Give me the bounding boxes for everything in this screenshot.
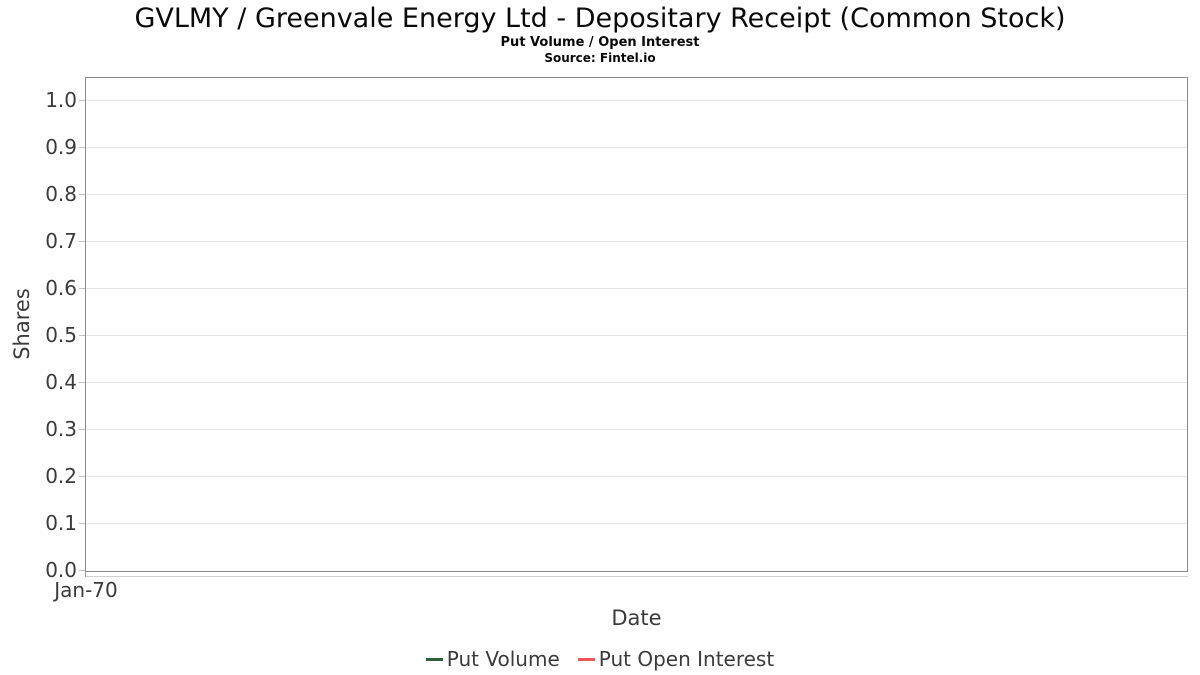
y-tick-mark <box>79 288 85 289</box>
gridline <box>86 382 1187 383</box>
y-tick-mark <box>79 194 85 195</box>
legend-item-put-volume[interactable]: Put Volume <box>425 647 560 671</box>
chart-title: GVLMY / Greenvale Energy Ltd - Depositar… <box>134 3 1066 34</box>
y-tick-label: 0.7 <box>45 229 77 253</box>
legend-label: Put Volume <box>446 647 560 671</box>
gridline <box>86 100 1187 101</box>
y-tick-mark <box>79 523 85 524</box>
chart-source: Source: Fintel.io <box>544 51 656 65</box>
y-tick-mark <box>79 570 85 571</box>
y-tick-label: 0.6 <box>45 276 77 300</box>
gridline <box>86 476 1187 477</box>
y-tick-label: 0.4 <box>45 370 77 394</box>
gridline <box>86 241 1187 242</box>
gridline <box>86 194 1187 195</box>
legend-swatch-icon <box>425 657 443 661</box>
legend-label: Put Open Interest <box>598 647 775 671</box>
x-axis-line <box>85 576 1188 577</box>
y-tick-mark <box>79 335 85 336</box>
y-tick-mark <box>79 476 85 477</box>
y-tick-label: 0.9 <box>45 135 77 159</box>
y-tick-mark <box>79 429 85 430</box>
x-axis-title: Date <box>611 606 662 630</box>
gridline <box>86 288 1187 289</box>
y-tick-label: 0.1 <box>45 511 77 535</box>
y-tick-label: 0.3 <box>45 417 77 441</box>
plot-area <box>85 77 1188 572</box>
y-tick-label: 0.5 <box>45 323 77 347</box>
legend-swatch-icon <box>577 657 595 661</box>
gridline <box>86 335 1187 336</box>
x-tick-mark <box>85 572 86 577</box>
y-tick-label: 1.0 <box>45 88 77 112</box>
gridline <box>86 147 1187 148</box>
y-tick-label: 0.2 <box>45 464 77 488</box>
y-tick-label: 0.8 <box>45 182 77 206</box>
x-tick-label: Jan-70 <box>54 578 118 602</box>
y-tick-label: 0.0 <box>45 558 77 582</box>
legend: Put Volume Put Open Interest <box>0 645 1200 673</box>
chart-subtitle: Put Volume / Open Interest <box>500 35 700 50</box>
gridline <box>86 429 1187 430</box>
gridline <box>86 523 1187 524</box>
y-tick-mark <box>79 382 85 383</box>
y-tick-mark <box>79 100 85 101</box>
legend-item-put-open-interest[interactable]: Put Open Interest <box>577 647 775 671</box>
y-tick-mark <box>79 147 85 148</box>
y-tick-mark <box>79 241 85 242</box>
